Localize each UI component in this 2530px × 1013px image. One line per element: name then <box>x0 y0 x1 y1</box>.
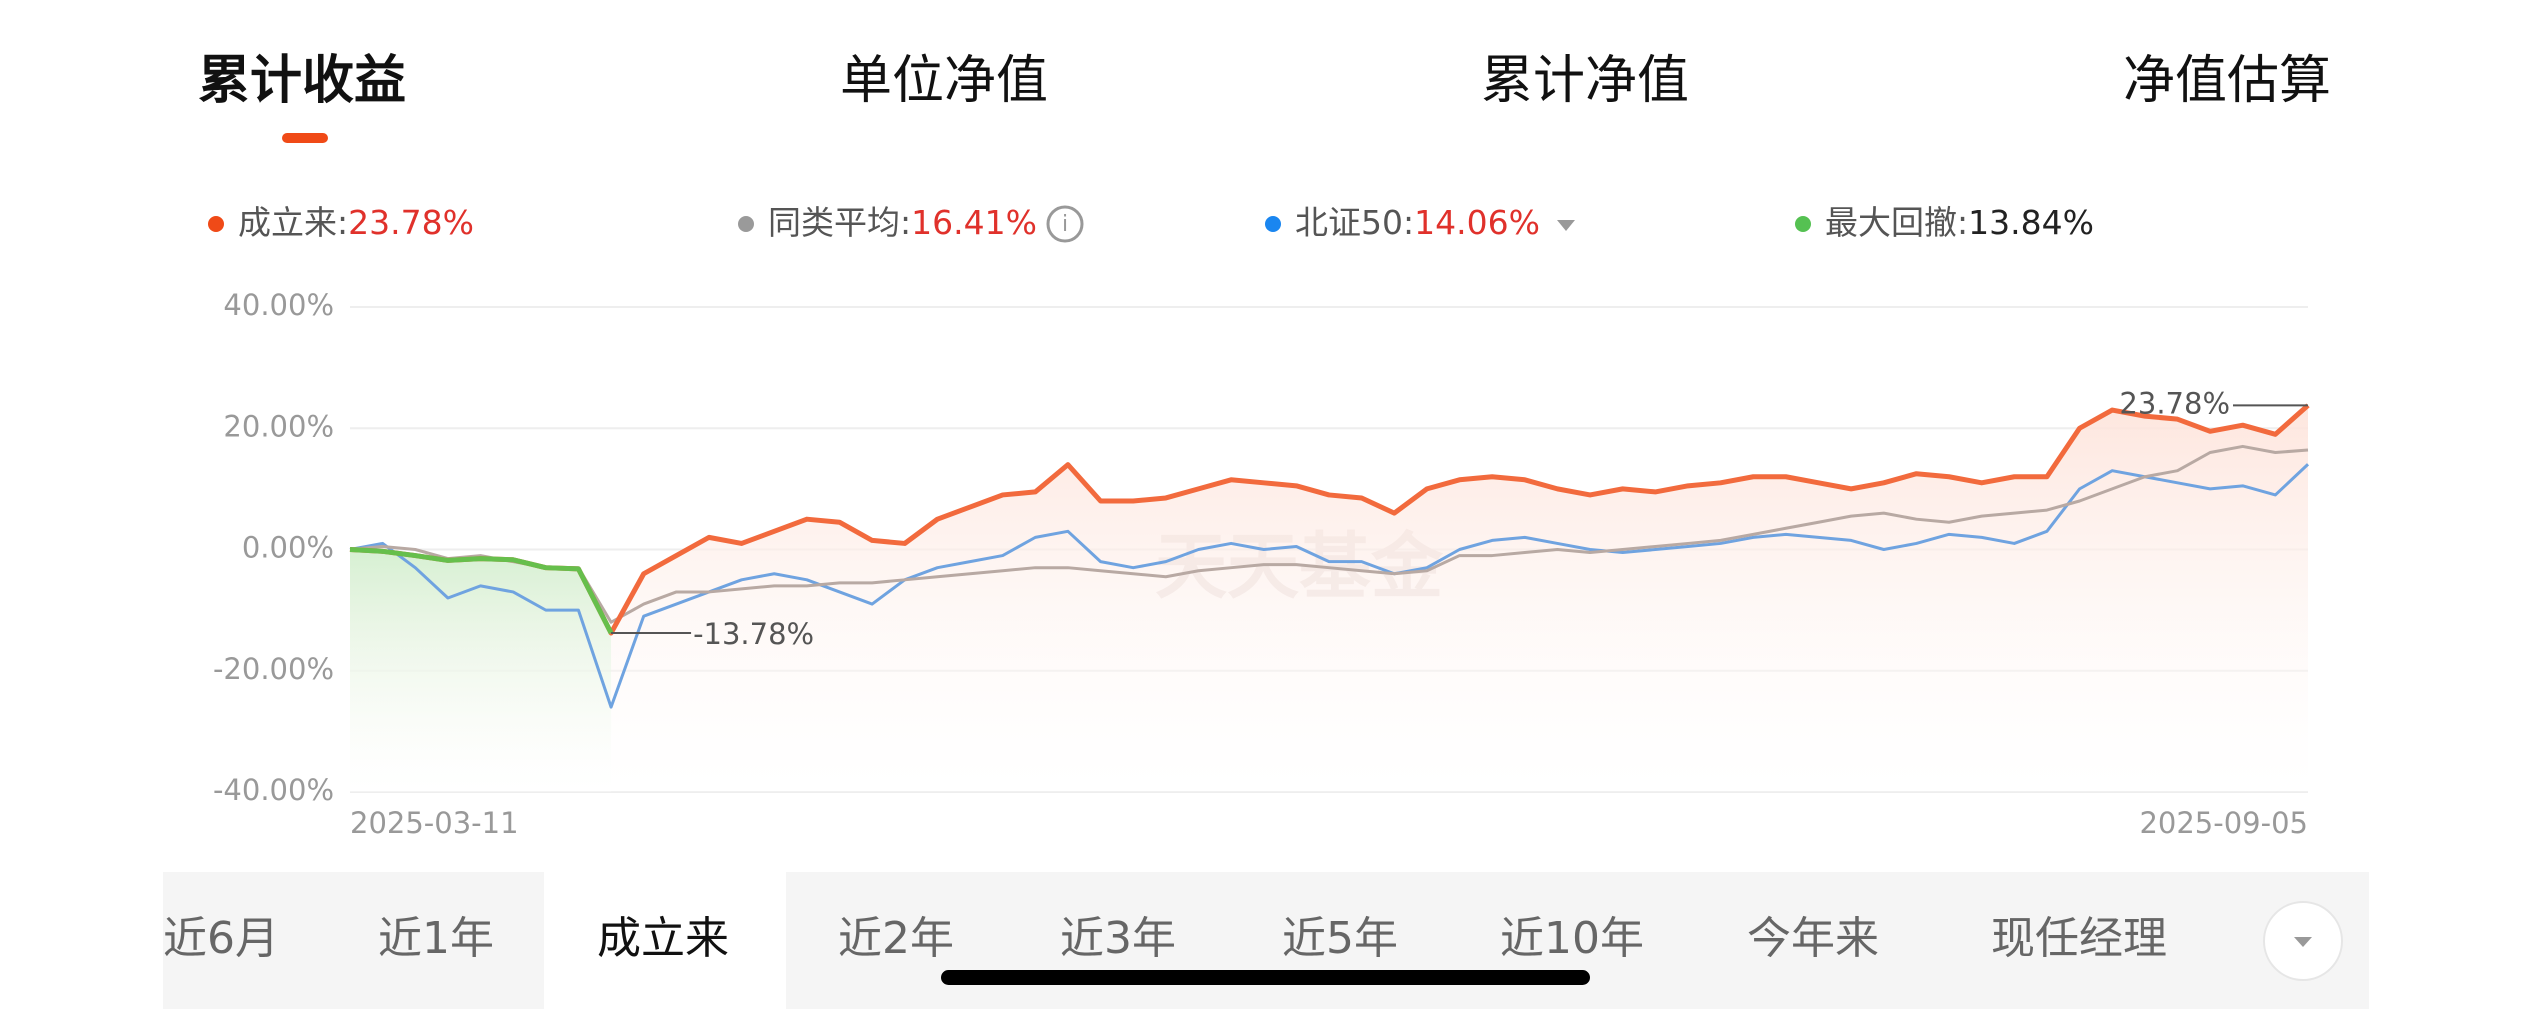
home-indicator <box>941 970 1590 985</box>
period-tab[interactable]: 近1年 <box>378 913 494 964</box>
tab[interactable]: 单位净值 <box>840 51 1048 111</box>
y-tick-label: 20.00% <box>223 409 334 443</box>
legend-entry: 同类平均:16.41% <box>768 203 1037 242</box>
x-tick-label: 2025-03-11 <box>350 806 519 840</box>
line <box>349 444 2309 624</box>
annotation: 23.78% <box>2119 386 2230 420</box>
period-tab[interactable]: 近6月 <box>163 913 279 964</box>
dropdown-caret[interactable] <box>1557 220 1575 231</box>
tab[interactable]: 累计收益 <box>198 51 406 111</box>
drawdown-line <box>349 547 614 635</box>
y-tick-label: 0.00% <box>242 531 334 565</box>
legend-name: 同类平均: <box>768 203 911 242</box>
legend-name: 最大回撤: <box>1825 203 1968 242</box>
tab[interactable]: 累计净值 <box>1481 51 1689 111</box>
info-i: i <box>1062 212 1068 237</box>
legend-value: 23.78% <box>348 203 474 242</box>
line <box>349 403 2310 636</box>
legend-dot <box>1795 216 1811 232</box>
period-bar <box>163 872 2369 1009</box>
legend-dot <box>1265 216 1281 232</box>
legend-dot <box>208 216 224 232</box>
period-tab[interactable]: 近3年 <box>1060 913 1176 964</box>
y-tick-label: -20.00% <box>213 652 334 686</box>
legend-entry: 北证50:14.06% <box>1295 203 1540 242</box>
info-icon[interactable] <box>1046 205 1084 243</box>
legend-entry: 成立来:23.78% <box>238 203 474 242</box>
legend-value: 13.84% <box>1968 203 2094 242</box>
y-tick-label: 40.00% <box>223 288 334 322</box>
more-icon <box>2294 937 2312 947</box>
legend-entry: 最大回撤:13.84% <box>1825 203 2094 242</box>
legend-name: 北证50: <box>1295 203 1414 242</box>
legend-dot <box>738 216 754 232</box>
legend-value: 16.41% <box>911 203 1037 242</box>
line <box>349 463 2310 709</box>
period-tab[interactable]: 近10年 <box>1500 913 1644 964</box>
period-tab[interactable]: 近5年 <box>1282 913 1398 964</box>
legend-name: 成立来: <box>238 203 348 242</box>
period-selected <box>544 872 786 1009</box>
period-tab[interactable]: 今年来 <box>1747 913 1879 964</box>
period-tab[interactable]: 近2年 <box>838 913 954 964</box>
annotation: -13.78% <box>693 617 814 651</box>
tab-indicator <box>282 133 328 143</box>
tab[interactable]: 净值估算 <box>2123 51 2331 111</box>
y-tick-label: -40.00% <box>213 773 334 807</box>
area <box>350 405 2308 792</box>
period-tab[interactable]: 现任经理 <box>1991 913 2167 964</box>
x-tick-label: 2025-09-05 <box>2139 806 2308 840</box>
period-tab[interactable]: 成立来 <box>597 913 729 964</box>
legend-value: 14.06% <box>1414 203 1540 242</box>
